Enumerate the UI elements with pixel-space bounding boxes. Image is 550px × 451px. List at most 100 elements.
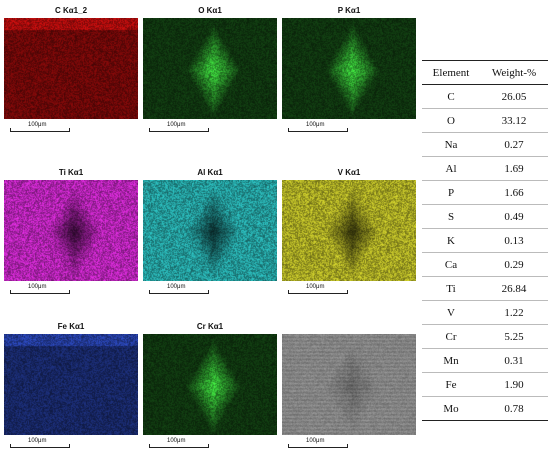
scale-bar-line (288, 290, 348, 294)
scale-bar-label: 100μm (306, 438, 325, 444)
element-map (143, 18, 277, 119)
table-row: Mo 0.78 (422, 396, 548, 421)
scale-bar: 100μm (143, 438, 277, 450)
scale-bar: 100μm (4, 438, 138, 450)
scale-bar-line (149, 444, 209, 448)
table-header-row: Element Weight-% (422, 60, 548, 85)
element-cell: C (422, 84, 480, 109)
map-title: Cr Kα1 (196, 322, 224, 331)
element-cell: K (422, 228, 480, 253)
scale-bar-label: 100μm (28, 284, 47, 290)
scale-bar-label: 100μm (167, 122, 186, 128)
table-row: V 1.22 (422, 300, 548, 325)
map-title: P Kα1 (337, 6, 361, 15)
scale-bar-label: 100μm (167, 438, 186, 444)
table-row: K 0.13 (422, 228, 548, 253)
element-map (143, 180, 277, 281)
element-cell: S (422, 204, 480, 229)
table-row: Al 1.69 (422, 156, 548, 181)
scale-bar-label: 100μm (28, 122, 47, 128)
weight-cell: 0.29 (480, 252, 548, 277)
element-cell: V (422, 300, 480, 325)
weight-cell: 0.31 (480, 348, 548, 373)
eds-map-panel: Al Kα1 100μm (143, 166, 277, 297)
scale-bar: 100μm (282, 438, 416, 450)
scale-bar-line (288, 444, 348, 448)
table-row: Ca 0.29 (422, 252, 548, 277)
element-map (143, 334, 277, 435)
element-cell: Fe (422, 372, 480, 397)
element-map (4, 180, 138, 281)
eds-map-panel: Ti Kα1 100μm (4, 166, 138, 297)
map-title: C Kα1_2 (54, 6, 88, 15)
weight-cell: 0.13 (480, 228, 548, 253)
map-title: Ti Kα1 (58, 168, 84, 177)
eds-map-panel: P Kα1 100μm (282, 4, 416, 135)
map-title: Al Kα1 (197, 168, 223, 177)
table-row: Na 0.27 (422, 132, 548, 157)
weight-cell: 26.84 (480, 276, 548, 301)
weight-cell: 26.05 (480, 84, 548, 109)
element-cell: P (422, 180, 480, 205)
eds-map-panel: 100μm (282, 320, 416, 451)
element-cell: Ca (422, 252, 480, 277)
map-title (282, 320, 416, 333)
eds-map-panel: Cr Kα1 100μm (143, 320, 277, 451)
weight-cell: 5.25 (480, 324, 548, 349)
element-cell: Mo (422, 396, 480, 421)
weight-column-header: Weight-% (480, 60, 548, 85)
scale-bar-line (10, 290, 70, 294)
element-cell: Mn (422, 348, 480, 373)
table-row: Mn 0.31 (422, 348, 548, 373)
element-map (282, 18, 416, 119)
weight-cell: 1.66 (480, 180, 548, 205)
element-cell: Na (422, 132, 480, 157)
eds-map-panel: O Kα1 100μm (143, 4, 277, 135)
eds-map-panel: V Kα1 100μm (282, 166, 416, 297)
scale-bar-line (288, 128, 348, 132)
table-row: O 33.12 (422, 108, 548, 133)
table-row: S 0.49 (422, 204, 548, 229)
weight-cell: 1.69 (480, 156, 548, 181)
scale-bar: 100μm (282, 122, 416, 134)
scale-bar-line (10, 444, 70, 448)
weight-percent-table: Element Weight-% C 26.05 O 33.12 Na 0.27 Al 1.6… (422, 60, 548, 421)
weight-cell: 1.90 (480, 372, 548, 397)
map-title: O Kα1 (198, 6, 222, 15)
scale-bar-label: 100μm (28, 438, 47, 444)
eds-map-panel: Fe Kα1 100μm (4, 320, 138, 451)
scale-bar: 100μm (282, 284, 416, 296)
table-row: Fe 1.90 (422, 372, 548, 397)
table-row: Cr 5.25 (422, 324, 548, 349)
element-cell: Ti (422, 276, 480, 301)
eds-map-panel: C Kα1_2 100μm (4, 4, 138, 135)
map-title: Fe Kα1 (57, 322, 85, 331)
table-row: Ti 26.84 (422, 276, 548, 301)
scale-bar-label: 100μm (306, 122, 325, 128)
table-row: P 1.66 (422, 180, 548, 205)
scale-bar-line (149, 290, 209, 294)
scale-bar-line (149, 128, 209, 132)
scale-bar-line (10, 128, 70, 132)
scale-bar-label: 100μm (167, 284, 186, 290)
scale-bar: 100μm (143, 284, 277, 296)
element-map (282, 180, 416, 281)
weight-cell: 0.27 (480, 132, 548, 157)
scale-bar-label: 100μm (306, 284, 325, 290)
element-cell: Al (422, 156, 480, 181)
scale-bar: 100μm (4, 122, 138, 134)
scale-bar: 100μm (143, 122, 277, 134)
table-body: C 26.05 O 33.12 Na 0.27 Al 1.69 P 1.66 S 0.49 K 0.13 C… (422, 84, 548, 421)
map-title: V Kα1 (337, 168, 361, 177)
table-row: C 26.05 (422, 84, 548, 109)
element-column-header: Element (422, 60, 480, 85)
element-map (4, 18, 138, 119)
scale-bar: 100μm (4, 284, 138, 296)
element-map (4, 334, 138, 435)
element-cell: Cr (422, 324, 480, 349)
weight-cell: 33.12 (480, 108, 548, 133)
weight-cell: 0.78 (480, 396, 548, 421)
sem-image (282, 334, 416, 435)
weight-cell: 1.22 (480, 300, 548, 325)
weight-cell: 0.49 (480, 204, 548, 229)
